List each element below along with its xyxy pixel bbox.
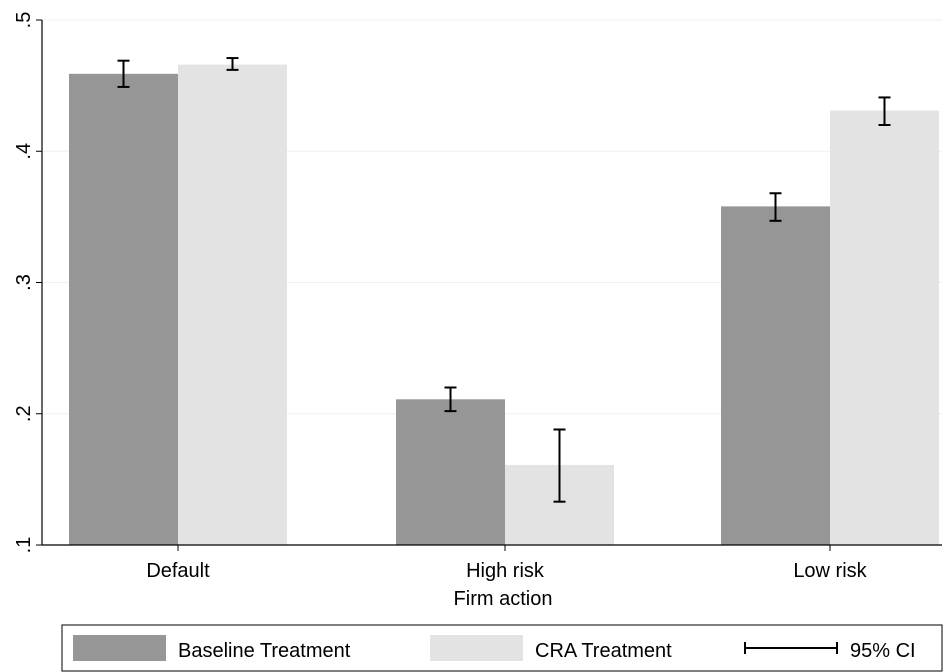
x-axis-title: Firm action xyxy=(454,588,553,610)
bar xyxy=(396,399,505,545)
y-tick-label: .5 xyxy=(13,12,35,29)
bars xyxy=(69,64,939,545)
y-tick-label: .2 xyxy=(13,405,35,422)
legend-label: 95% CI xyxy=(850,640,916,662)
legend-label: Baseline Treatment xyxy=(178,640,351,662)
y-tick-label: .3 xyxy=(13,274,35,291)
x-tick-label: Low risk xyxy=(793,560,867,582)
x-tick-label: High risk xyxy=(466,560,545,582)
bar xyxy=(721,206,830,545)
bar xyxy=(69,73,178,545)
y-tick-label: .1 xyxy=(13,537,35,554)
bar xyxy=(830,110,939,545)
legend-swatch xyxy=(73,635,166,661)
x-tick-label: Default xyxy=(146,560,210,582)
bar xyxy=(178,64,287,545)
x-axis-categories: Default High risk Low risk xyxy=(146,545,868,582)
y-tick-label: .4 xyxy=(13,143,35,160)
legend: Baseline Treatment CRA Treatment 95% CI xyxy=(61,624,943,672)
legend-swatch xyxy=(430,635,523,661)
y-axis-ticks: .1 .2 .3 .4 .5 xyxy=(13,12,42,554)
error-bars xyxy=(117,57,891,503)
legend-label: CRA Treatment xyxy=(535,640,672,662)
